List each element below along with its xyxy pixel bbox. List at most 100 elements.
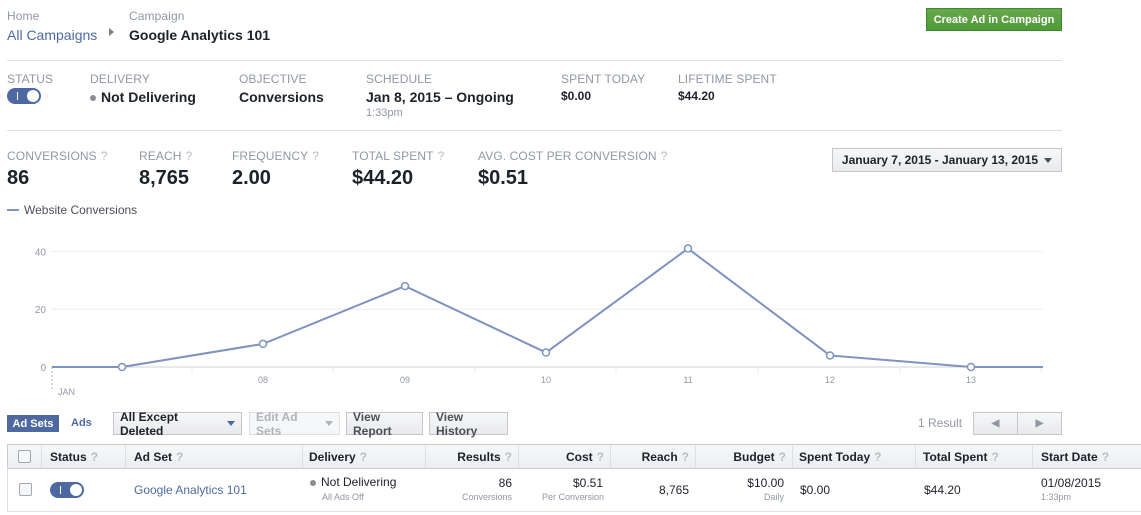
header-delivery[interactable]: Delivery? [303,445,426,468]
filter-dropdown[interactable]: All Except Deleted [113,410,242,438]
header-spent-today[interactable]: Spent Today? [793,445,916,468]
header-reach[interactable]: Reach? [611,445,696,468]
x-tick-label: 12 [825,375,835,385]
header-budget[interactable]: Budget? [696,445,793,468]
table-row [7,468,1141,512]
row-checkbox[interactable] [19,483,32,496]
ad-set-name-link[interactable]: Google Analytics 101 [134,483,247,497]
total-spent-value: $44.20 [352,167,414,189]
spent-today-label: SPENT TODAY [561,72,646,86]
tab-ads[interactable]: Ads [71,417,92,429]
breadcrumb-separator-icon [109,28,114,36]
data-point[interactable] [541,348,551,357]
header-status[interactable]: Status? [42,445,126,468]
select-all-checkbox[interactable] [18,450,31,463]
help-icon[interactable]: ? [100,149,108,163]
row-start-time: 1:33pm [1041,492,1072,502]
row-cost-sub: Per Conversion [541,492,604,502]
objective-label: OBJECTIVE [239,72,307,86]
y-tick-label: 20 [35,305,47,316]
row-spent-today: $0.00 [800,483,831,497]
spent-today-value: $0.00 [561,89,592,103]
view-report-button[interactable]: View Report [346,410,423,438]
y-tick-label: 0 [40,363,46,374]
edit-ad-sets-button[interactable]: Edit Ad Sets [249,410,340,438]
status-label: STATUS [7,72,54,86]
row-budget: $10.00 [747,476,784,490]
delivery-value: Not Delivering [90,89,196,105]
help-icon[interactable]: ? [660,149,668,163]
header-ad-set[interactable]: Ad Set? [126,445,303,468]
conversions-value: 86 [7,167,30,189]
next-page-button[interactable]: ▶ [1017,412,1062,435]
row-total-spent: $44.20 [924,483,961,497]
help-icon[interactable]: ? [312,149,320,163]
breadcrumb-all-campaigns-link[interactable]: All Campaigns [7,27,98,43]
select-all-header [8,445,42,468]
x-tick-label: JAN [58,387,75,397]
conversions-label: CONVERSIONS? [7,149,108,163]
chevron-down-icon [227,421,235,426]
header-start-date[interactable]: Start Date? [1041,449,1110,464]
reach-value: 8,765 [139,167,190,189]
delivery-label: DELIVERY [90,72,150,86]
date-range-picker[interactable]: January 7, 2015 - January 13, 2015 [832,148,1062,172]
campaign-title: Google Analytics 101 [129,27,271,43]
divider [7,130,1062,131]
data-point[interactable] [683,244,693,253]
data-point[interactable] [400,281,410,291]
chart-legend: Website Conversions [24,203,138,217]
help-icon[interactable]: ? [437,149,445,163]
header-results[interactable]: Results? [426,445,519,468]
data-point[interactable] [117,362,127,372]
frequency-value: 2.00 [232,167,271,189]
create-ad-button[interactable]: Create Ad in Campaign [926,8,1062,31]
breadcrumb-home-label: Home [7,9,40,23]
row-budget-sub: Daily [763,492,784,502]
chevron-down-icon [325,421,333,426]
help-icon[interactable]: ? [185,149,193,163]
lifetime-spent-value: $44.20 [678,89,715,103]
row-cost: $0.51 [572,476,603,490]
reach-label: REACH? [139,149,193,163]
row-status-toggle[interactable] [50,482,84,501]
x-tick-label: 08 [258,375,268,385]
legend-swatch [7,209,19,211]
status-toggle[interactable] [7,88,41,107]
schedule-value: Jan 8, 2015 – Ongoing [366,89,514,105]
divider [7,60,1062,61]
row-delivery-sub: All Ads Off [322,492,364,502]
row-reach: 8,765 [658,483,689,497]
breadcrumb-campaign-label: Campaign [129,9,185,23]
schedule-label: SCHEDULE [366,72,433,86]
header-total-spent[interactable]: Total Spent? [916,445,1033,468]
result-count: 1 Result [918,416,963,430]
frequency-label: FREQUENCY? [232,149,320,163]
avg-cost-label: AVG. COST PER CONVERSION? [478,149,668,163]
x-tick-label: 10 [541,375,551,385]
data-point[interactable] [258,339,268,349]
y-tick-label: 40 [35,247,47,258]
objective-value: Conversions [239,89,324,105]
x-tick-label: 13 [966,375,976,385]
tab-ad-sets[interactable]: Ad Sets [7,415,59,432]
row-results: 86 [498,476,512,490]
row-results-sub: Conversions [461,492,512,502]
prev-page-button[interactable]: ◀ [973,412,1018,435]
avg-cost-value: $0.51 [478,167,529,189]
header-cost[interactable]: Cost? [519,445,611,468]
data-point[interactable] [966,362,976,372]
row-start-date: 01/08/2015 [1041,476,1102,490]
chevron-down-icon [1044,157,1053,163]
row-delivery: Not Delivering [310,475,396,489]
lifetime-spent-label: LIFETIME SPENT [678,72,777,86]
conversions-line-chart: 40 20 0 08 09 10 11 12 13 JAN [35,244,1043,397]
total-spent-label: TOTAL SPENT? [352,149,445,163]
schedule-time: 1:33pm [366,107,403,119]
x-tick-label: 09 [400,375,410,385]
delivery-status-dot [90,95,96,102]
view-history-button[interactable]: View History [429,410,508,438]
data-point[interactable] [825,351,835,360]
table-header [7,444,1141,469]
x-tick-label: 11 [683,375,692,385]
